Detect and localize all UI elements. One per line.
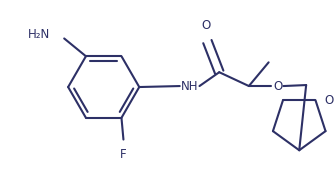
Text: NH: NH: [181, 79, 198, 93]
Text: H₂N: H₂N: [28, 28, 50, 41]
Text: F: F: [120, 148, 127, 161]
Text: O: O: [324, 94, 334, 107]
Text: O: O: [202, 19, 211, 32]
Text: O: O: [273, 79, 282, 93]
